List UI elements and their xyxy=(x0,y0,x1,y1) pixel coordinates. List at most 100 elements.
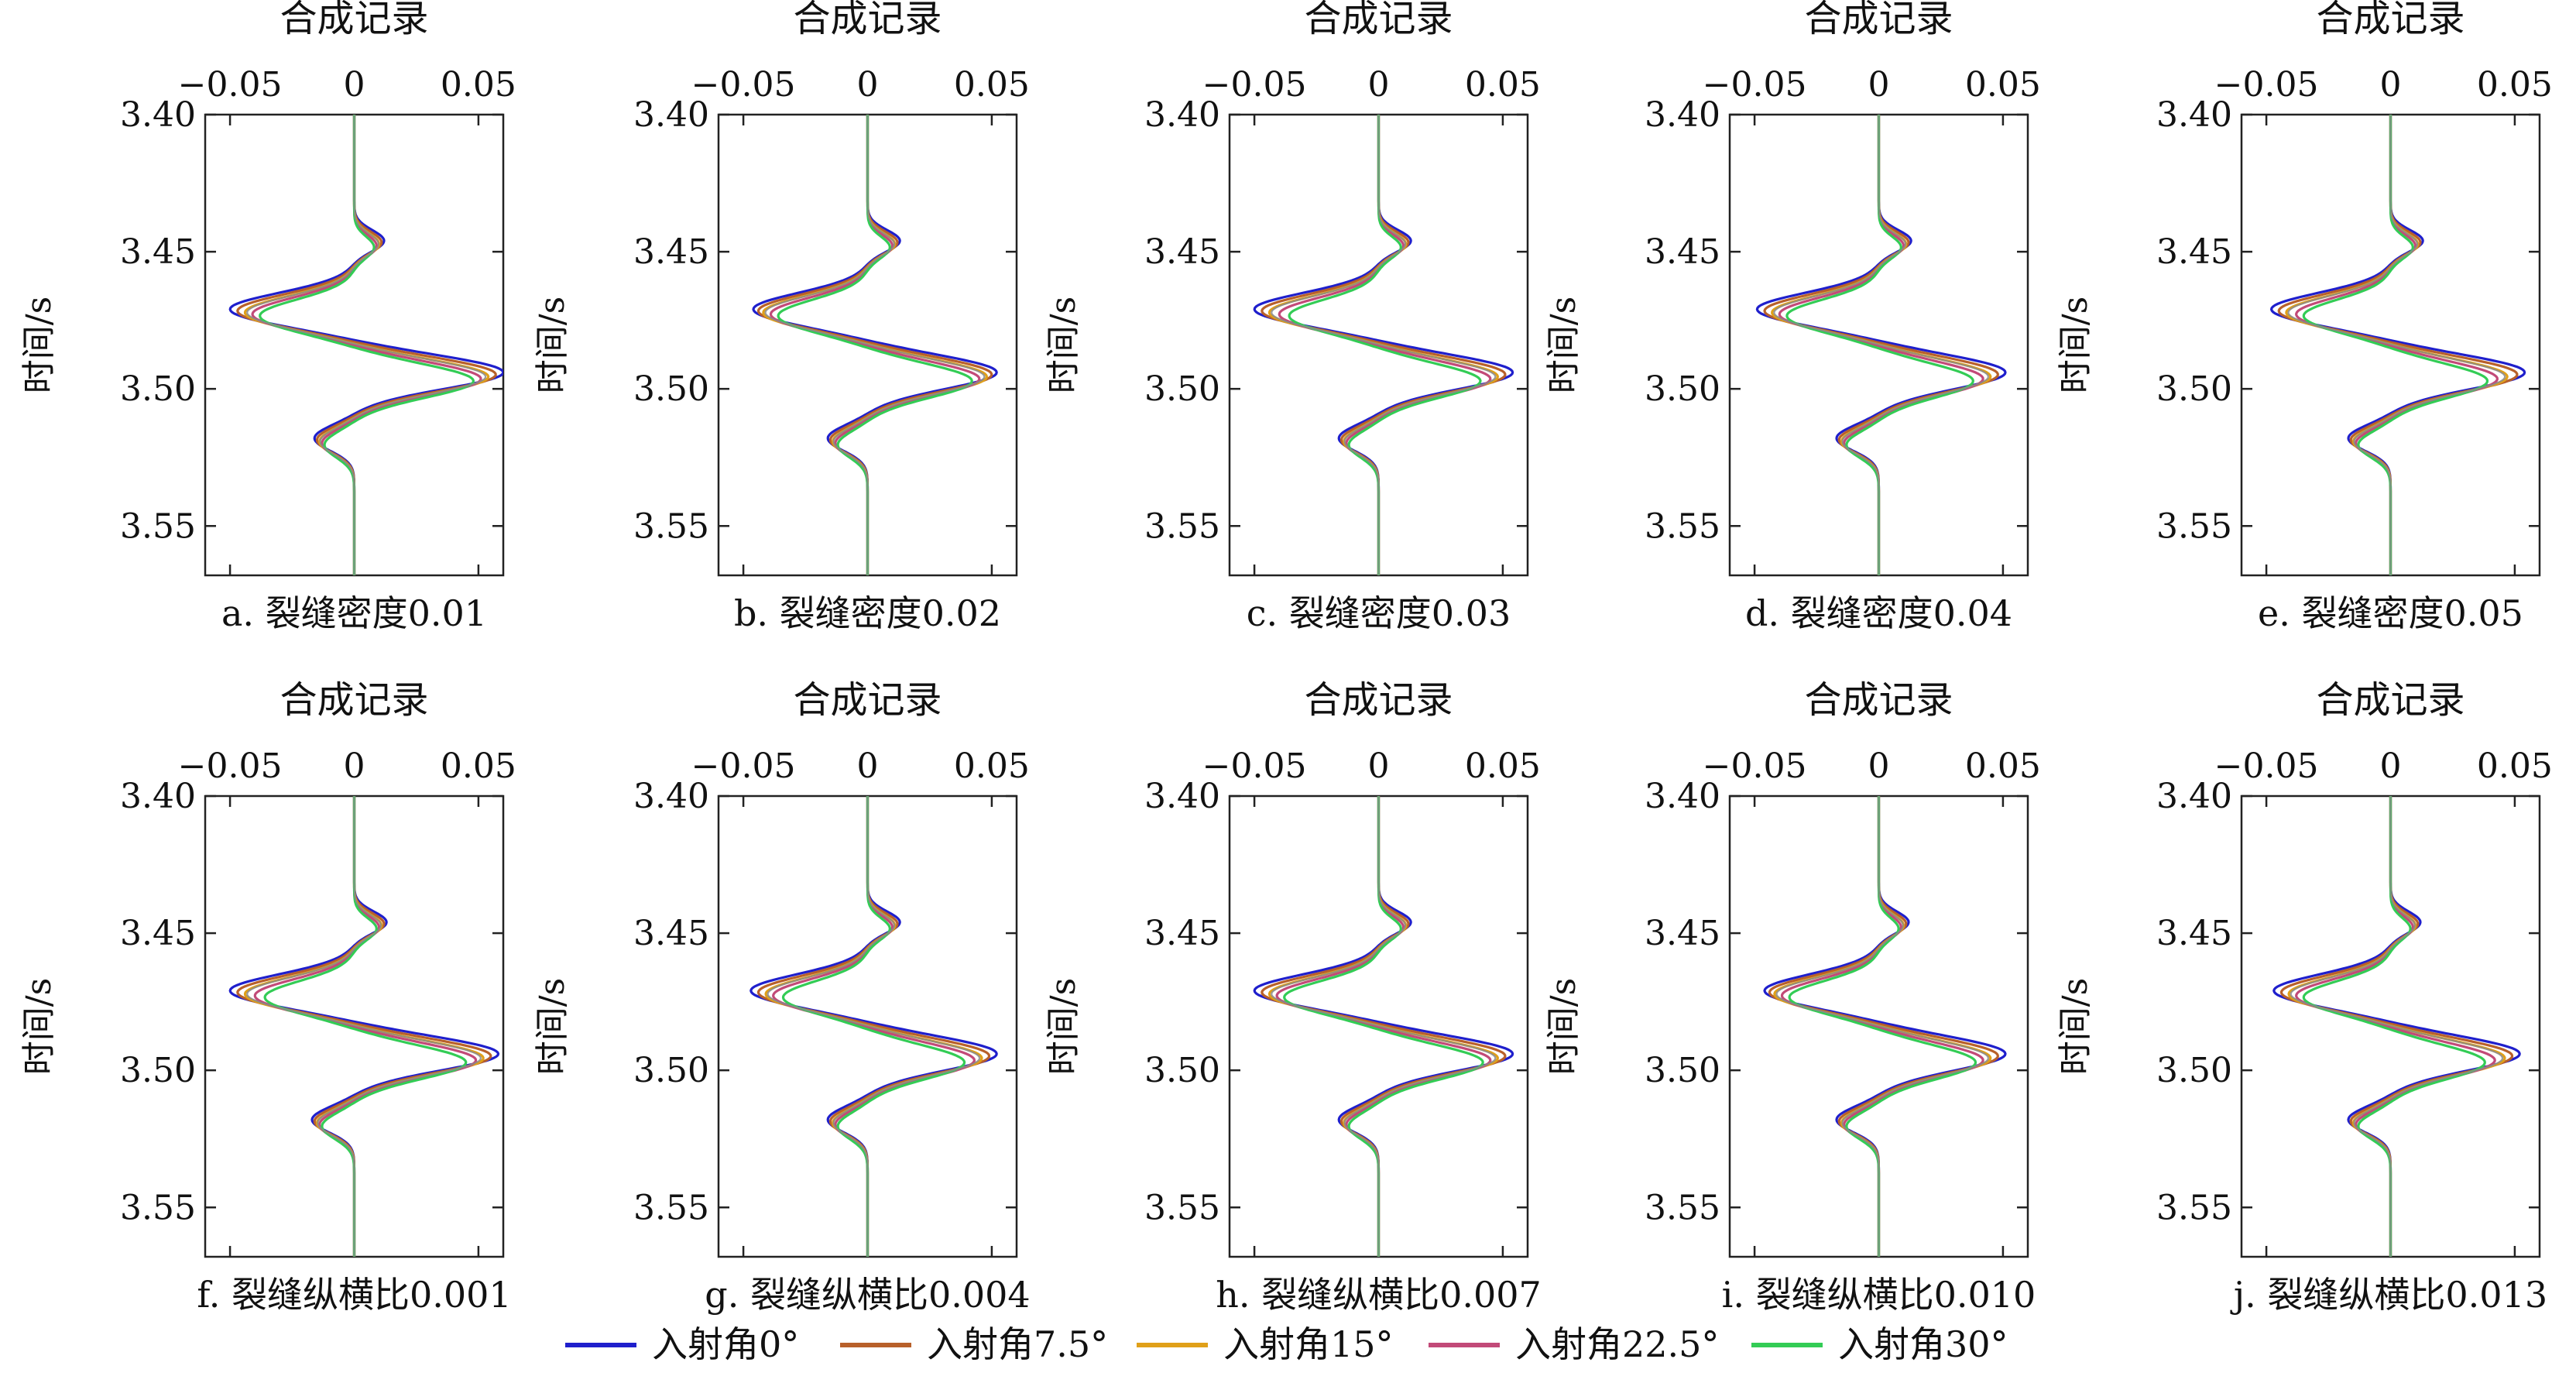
panel-title: 合成记录 xyxy=(2316,678,2465,722)
x-tick-label: 0 xyxy=(1368,65,1390,105)
x-tick-label: 0.05 xyxy=(1965,65,2041,105)
panel-j: 合成记录 −0.05 0 0.05 3.40 3.45 3.50 3.55 时间/s j. 裂缝纵… xyxy=(2056,678,2553,1316)
y-axis-label: 时间/s xyxy=(1044,978,1083,1075)
series-line-1 xyxy=(236,115,497,575)
y-tick-label: 3.45 xyxy=(120,914,196,953)
series-line-overlay xyxy=(246,796,482,1257)
y-tick-label: 3.40 xyxy=(1144,777,1220,816)
x-tick-label: −0.05 xyxy=(1703,65,1807,105)
y-tick-label: 3.40 xyxy=(633,777,709,816)
y-tick-label: 3.50 xyxy=(1645,369,1720,409)
y-tick-label: 3.55 xyxy=(120,1188,196,1227)
series-line-2 xyxy=(762,115,989,575)
y-tick-label: 3.55 xyxy=(120,506,196,546)
x-tick-label: −0.05 xyxy=(178,65,283,105)
x-tick-label: −0.05 xyxy=(1202,746,1307,786)
legend-item-3: 入射角22.5° xyxy=(1429,1323,1719,1365)
series-line-1 xyxy=(236,796,492,1257)
legend-item-4: 入射角30° xyxy=(1751,1323,2008,1365)
traces xyxy=(752,115,998,575)
y-tick-label: 3.55 xyxy=(633,1188,709,1227)
series-line-overlay xyxy=(1775,796,1990,1257)
series-line-overlay xyxy=(764,115,986,575)
y-tick-label: 3.45 xyxy=(1144,914,1220,953)
series-line-overlay xyxy=(1271,796,1497,1257)
y-tick-label: 3.45 xyxy=(633,914,709,953)
y-tick-label: 3.45 xyxy=(1144,232,1220,272)
panel-caption: i. 裂缝纵横比0.010 xyxy=(1722,1274,2036,1316)
x-tick-label: 0 xyxy=(2380,65,2402,105)
traces xyxy=(1253,115,1514,575)
panels: 合成记录 −0.05 0 0.05 3.40 3.45 3.50 3.55 时间/s a. 裂缝密… xyxy=(19,0,2553,1316)
panel-caption: d. 裂缝密度0.04 xyxy=(1745,592,2012,634)
y-axis-label: 时间/s xyxy=(1044,297,1083,393)
y-tick-label: 3.45 xyxy=(1645,914,1720,953)
panel-i: 合成记录 −0.05 0 0.05 3.40 3.45 3.50 3.55 时间/s i. 裂缝纵… xyxy=(1544,678,2041,1316)
x-tick-label: 0.05 xyxy=(1465,65,1541,105)
panel-title: 合成记录 xyxy=(793,678,942,722)
legend-label: 入射角22.5° xyxy=(1515,1323,1719,1365)
y-tick-label: 3.50 xyxy=(1144,369,1220,409)
traces xyxy=(228,115,503,575)
legend-label: 入射角0° xyxy=(652,1323,799,1365)
y-tick-label: 3.50 xyxy=(2156,369,2232,409)
panel-caption: e. 裂缝密度0.05 xyxy=(2258,592,2523,634)
y-tick-label: 3.45 xyxy=(2156,914,2232,953)
x-tick-label: −0.05 xyxy=(178,746,283,786)
panel-d: 合成记录 −0.05 0 0.05 3.40 3.45 3.50 3.55 时间/s d. 裂缝密… xyxy=(1544,0,2041,634)
y-tick-label: 3.45 xyxy=(2156,232,2232,272)
y-tick-label: 3.50 xyxy=(2156,1051,2232,1090)
x-tick-label: 0 xyxy=(2380,746,2402,786)
y-axis-label: 时间/s xyxy=(1544,297,1583,393)
x-tick-label: 0 xyxy=(1868,746,1890,786)
y-tick-label: 3.55 xyxy=(2156,506,2232,546)
panel-caption: g. 裂缝纵横比0.004 xyxy=(705,1274,1030,1316)
traces xyxy=(1253,796,1514,1257)
panel-title: 合成记录 xyxy=(1804,0,1953,40)
y-tick-label: 3.50 xyxy=(120,369,196,409)
traces xyxy=(228,796,500,1257)
y-axis-label: 时间/s xyxy=(2056,978,2095,1075)
x-tick-label: −0.05 xyxy=(2214,746,2319,786)
panel-f: 合成记录 −0.05 0 0.05 3.40 3.45 3.50 3.55 时间/s f. 裂缝纵… xyxy=(19,678,516,1316)
x-tick-label: −0.05 xyxy=(1703,746,1807,786)
y-axis-label: 时间/s xyxy=(2056,297,2095,393)
panel-title: 合成记录 xyxy=(1304,678,1453,722)
x-tick-label: 0.05 xyxy=(2477,65,2553,105)
legend: 入射角0° 入射角7.5° 入射角15° 入射角22.5° 入射角30° xyxy=(565,1323,2008,1365)
legend-label: 入射角15° xyxy=(1223,1323,1394,1365)
panel-a: 合成记录 −0.05 0 0.05 3.40 3.45 3.50 3.55 时间/s a. 裂缝密… xyxy=(19,0,516,634)
y-tick-label: 3.45 xyxy=(633,232,709,272)
panel-c: 合成记录 −0.05 0 0.05 3.40 3.45 3.50 3.55 时间/s c. 裂缝密… xyxy=(1044,0,1541,634)
x-tick-label: −0.05 xyxy=(1202,65,1307,105)
traces xyxy=(749,796,998,1257)
panel-title: 合成记录 xyxy=(1804,678,1953,722)
x-tick-label: 0 xyxy=(857,65,879,105)
x-tick-label: 0.05 xyxy=(441,65,516,105)
x-tick-label: 0.05 xyxy=(2477,746,2553,786)
legend-item-1: 入射角7.5° xyxy=(840,1323,1108,1365)
y-tick-label: 3.50 xyxy=(120,1051,196,1090)
series-line-overlay xyxy=(246,115,487,575)
y-axis-label: 时间/s xyxy=(1544,978,1583,1075)
legend-label: 入射角7.5° xyxy=(927,1323,1108,1365)
y-tick-label: 3.40 xyxy=(120,95,196,135)
x-tick-label: 0.05 xyxy=(954,746,1030,786)
y-tick-label: 3.55 xyxy=(1645,506,1720,546)
y-axis-label: 时间/s xyxy=(533,978,572,1075)
x-tick-label: 0 xyxy=(1368,746,1390,786)
y-tick-label: 3.40 xyxy=(2156,777,2232,816)
y-tick-label: 3.40 xyxy=(2156,95,2232,135)
y-tick-label: 3.50 xyxy=(1645,1051,1720,1090)
x-tick-label: 0 xyxy=(1868,65,1890,105)
traces xyxy=(1755,115,2007,575)
y-tick-label: 3.45 xyxy=(1645,232,1720,272)
y-tick-label: 3.55 xyxy=(1645,1188,1720,1227)
x-tick-label: 0.05 xyxy=(1465,746,1541,786)
panel-caption: f. 裂缝纵横比0.001 xyxy=(197,1274,511,1316)
y-tick-label: 3.55 xyxy=(633,506,709,546)
panel-e: 合成记录 −0.05 0 0.05 3.40 3.45 3.50 3.55 时间/s e. 裂缝密… xyxy=(2056,0,2553,634)
y-tick-label: 3.55 xyxy=(1144,1188,1220,1227)
x-tick-label: 0 xyxy=(344,65,365,105)
series-line-overlay xyxy=(1773,115,1990,575)
